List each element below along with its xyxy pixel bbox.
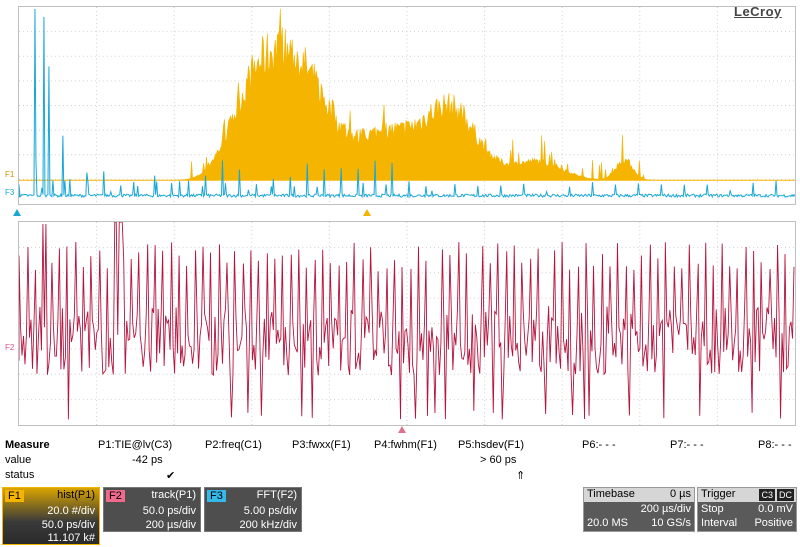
track-trace bbox=[19, 222, 795, 420]
measure-param-6-label[interactable]: P6:- - - bbox=[582, 439, 616, 451]
trigger-type: Interval bbox=[701, 517, 738, 529]
timebase-delay: 0 µs bbox=[669, 488, 691, 500]
timebase-rate: 10 GS/s bbox=[651, 517, 691, 529]
f1-count: 11.107 k# bbox=[47, 532, 95, 544]
trigger-slope: Positive bbox=[754, 517, 793, 529]
measure-param-2-label[interactable]: P2:freq(C1) bbox=[205, 439, 262, 451]
f2-tag: F2 bbox=[106, 490, 125, 502]
fft-trace bbox=[19, 8, 795, 199]
measure-param-7-label[interactable]: P7:- - - bbox=[670, 439, 704, 451]
trigger-coupling-badge: DC bbox=[777, 489, 794, 501]
trace-tag-f2[interactable]: F2 bbox=[5, 343, 15, 352]
track-marker-icon[interactable] bbox=[398, 426, 406, 433]
f3-descriptor[interactable]: F3 FFT(F2) 5.00 ps/div 200 kHz/div bbox=[204, 487, 302, 532]
f1-descriptor[interactable]: F1 hist(P1) 20.0 #/div 50.0 ps/div 11.10… bbox=[2, 487, 100, 545]
trace-tag-f3[interactable]: F3 bbox=[5, 188, 15, 197]
trigger-level: 0.0 mV bbox=[758, 503, 793, 515]
f2-title: track(P1) bbox=[151, 489, 196, 501]
f1-tag: F1 bbox=[5, 490, 24, 502]
trace-tag-f1[interactable]: F1 bbox=[5, 170, 15, 179]
trigger-mode: Stop bbox=[701, 503, 724, 515]
f2-descriptor[interactable]: F2 track(P1) 50.0 ps/div 200 µs/div bbox=[103, 487, 201, 532]
status-row-label: status bbox=[5, 469, 35, 481]
upper-grid-canvas bbox=[19, 7, 795, 204]
value-row-label: value bbox=[5, 454, 32, 466]
timebase-label: Timebase bbox=[587, 488, 635, 500]
measure-param-8-label[interactable]: P8:- - - bbox=[758, 439, 792, 451]
measure-param-5-label[interactable]: P5:hsdev(F1) bbox=[458, 439, 525, 451]
measure-param-5-value: > 60 ps bbox=[480, 454, 517, 466]
f3-horizontal-scale: 200 kHz/div bbox=[239, 519, 297, 531]
f2-horizontal-scale: 200 µs/div bbox=[145, 519, 196, 531]
f1-horizontal-scale: 50.0 ps/div bbox=[41, 519, 95, 531]
trigger-position-marker-icon[interactable] bbox=[13, 209, 21, 216]
measure-param-1-value: -42 ps bbox=[132, 454, 163, 466]
lower-grid-canvas bbox=[19, 222, 795, 425]
measure-param-1-status: ✔ bbox=[166, 470, 176, 482]
timebase-samples: 20.0 MS bbox=[587, 517, 628, 529]
timebase-per-div: 200 µs/div bbox=[640, 503, 691, 515]
f3-vertical-scale: 5.00 ps/div bbox=[243, 505, 297, 517]
measure-heading: Measure bbox=[5, 439, 50, 451]
measure-param-5-status: ⇑ bbox=[516, 470, 526, 482]
timebase-descriptor[interactable]: Timebase 0 µs 200 µs/div 20.0 MS 10 GS/s bbox=[583, 487, 695, 532]
trigger-label: Trigger bbox=[701, 488, 736, 500]
trigger-channel-badge: C3 bbox=[759, 489, 775, 501]
brand-logo: LeCroy bbox=[734, 4, 782, 19]
f1-vertical-scale: 20.0 #/div bbox=[47, 505, 95, 517]
measure-param-3-label[interactable]: P3:fwxx(F1) bbox=[292, 439, 351, 451]
measure-param-1-label[interactable]: P1:TIE@lv(C3) bbox=[98, 439, 173, 451]
trigger-header: Trigger C3 DC bbox=[698, 488, 796, 502]
lower-grid[interactable] bbox=[18, 221, 796, 426]
f2-vertical-scale: 50.0 ps/div bbox=[142, 505, 196, 517]
f3-title: FFT(F2) bbox=[256, 489, 297, 501]
f1-title: hist(P1) bbox=[57, 489, 95, 501]
hist-center-marker-icon[interactable] bbox=[363, 209, 371, 216]
trigger-descriptor[interactable]: Trigger C3 DC Stop 0.0 mV Interval Posit… bbox=[697, 487, 797, 532]
f3-tag: F3 bbox=[207, 490, 226, 502]
timebase-header: Timebase 0 µs bbox=[584, 488, 694, 502]
measure-table[interactable]: Measure value status P1:TIE@lv(C3) -42 ps… bbox=[0, 437, 800, 485]
measure-param-4-label[interactable]: P4:fwhm(F1) bbox=[374, 439, 437, 451]
upper-grid[interactable] bbox=[18, 6, 796, 205]
